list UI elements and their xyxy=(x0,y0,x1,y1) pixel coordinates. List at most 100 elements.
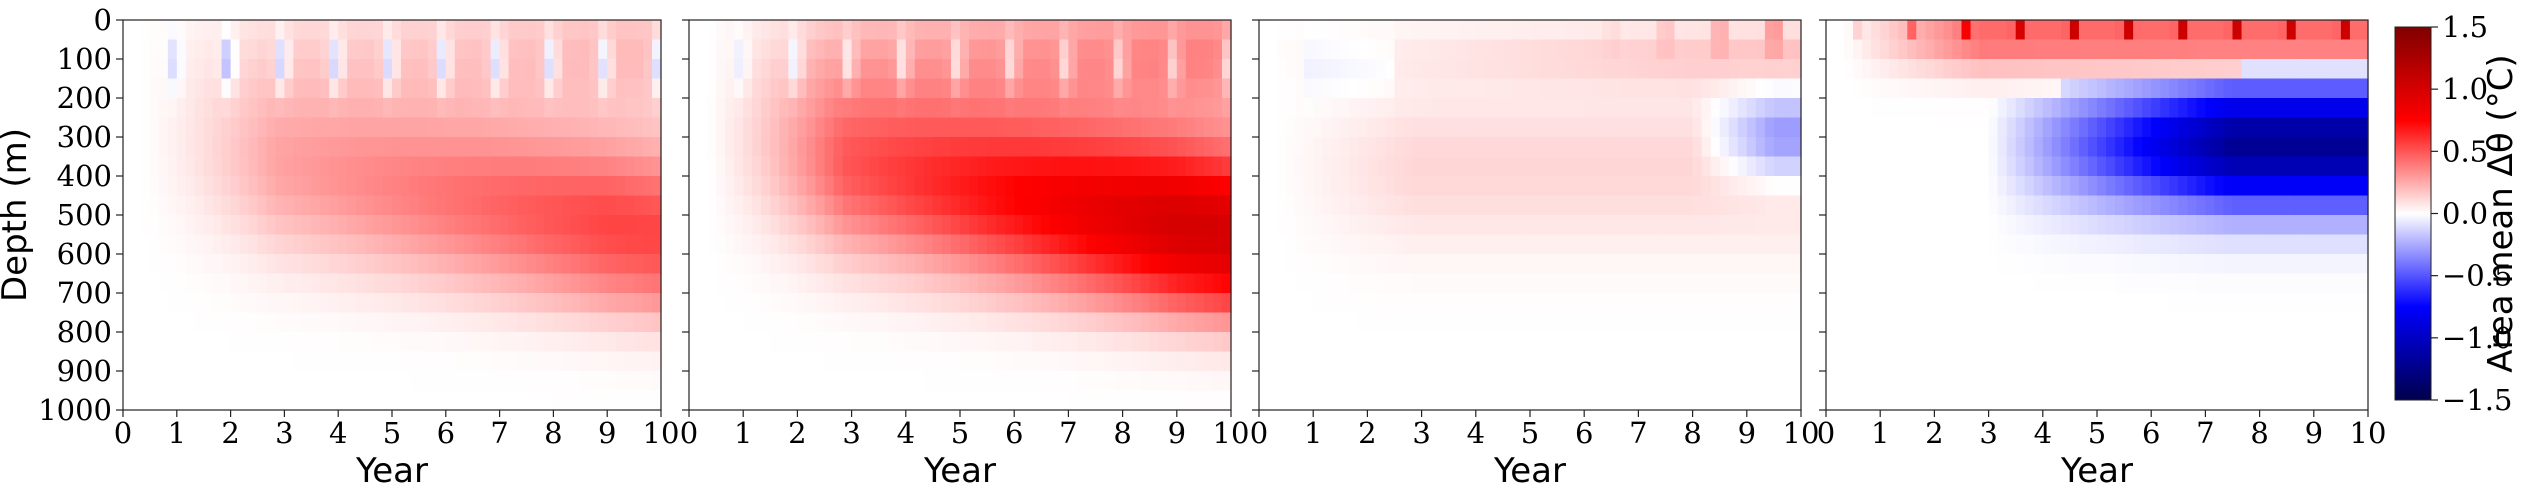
heatmap-cell xyxy=(707,390,717,411)
heatmap-cell xyxy=(869,78,880,99)
heatmap-cell xyxy=(131,156,142,177)
heatmap-cell xyxy=(2033,156,2044,177)
heatmap-cell xyxy=(284,117,294,138)
heatmap-cell xyxy=(149,176,160,197)
heatmap-cell xyxy=(365,390,375,411)
heatmap-cell xyxy=(2133,332,2143,353)
heatmap-cell xyxy=(1113,78,1124,99)
heatmap-cell xyxy=(734,117,744,138)
heatmap-cell xyxy=(562,59,572,80)
heatmap-cell xyxy=(1934,156,1945,177)
heatmap-cell xyxy=(1970,312,1981,333)
heatmap-cell xyxy=(1394,195,1405,216)
heatmap-cell xyxy=(716,176,726,197)
heatmap-cell xyxy=(905,390,916,411)
heatmap-cell xyxy=(779,59,789,80)
heatmap-cell xyxy=(2340,39,2351,60)
heatmap-cell xyxy=(1557,371,1567,392)
heatmap-cell xyxy=(2196,137,2206,158)
heatmap-cell xyxy=(1448,39,1459,60)
heatmap-cell xyxy=(860,351,871,372)
heatmap-cell xyxy=(1979,390,1990,411)
heatmap-cell xyxy=(248,176,259,197)
heatmap-cell xyxy=(1221,176,1232,197)
heatmap-cell xyxy=(221,117,232,138)
heatmap-cell xyxy=(1077,156,1088,177)
heatmap-cell xyxy=(1755,39,1766,60)
heatmap-cell xyxy=(230,332,241,353)
heatmap-cell xyxy=(526,98,537,119)
heatmap-cell xyxy=(230,312,241,333)
heatmap-cell xyxy=(1358,351,1368,372)
heatmap-cell xyxy=(1194,59,1205,80)
heatmap-cell xyxy=(2187,351,2197,372)
heatmap-cell xyxy=(176,195,187,216)
heatmap-cell xyxy=(1077,117,1088,138)
heatmap-cell xyxy=(779,332,789,353)
heatmap-cell xyxy=(1548,98,1558,119)
heatmap-cell xyxy=(2223,176,2234,197)
heatmap-cell xyxy=(571,117,581,138)
heatmap-cell xyxy=(1041,117,1051,138)
heatmap-cell xyxy=(427,332,438,353)
heatmap-cell xyxy=(1086,156,1097,177)
heatmap-cell xyxy=(978,176,988,197)
heatmap-cell xyxy=(221,156,232,177)
heatmap-cell xyxy=(1014,78,1024,99)
heatmap-cell xyxy=(436,234,447,255)
heatmap-cell xyxy=(383,234,393,255)
heatmap-cell xyxy=(1331,293,1341,314)
heatmap-cell xyxy=(1349,137,1359,158)
heatmap-cell xyxy=(140,39,151,60)
heatmap-cell xyxy=(1475,332,1486,353)
heatmap-cell xyxy=(248,293,259,314)
heatmap-cell xyxy=(987,98,997,119)
heatmap-cell xyxy=(2097,332,2107,353)
heatmap-cell xyxy=(1086,234,1097,255)
heatmap-cell xyxy=(302,351,312,372)
heatmap-cell xyxy=(553,98,563,119)
heatmap-cell xyxy=(553,20,563,41)
heatmap-cell xyxy=(1068,215,1079,236)
heatmap-cell xyxy=(996,195,1006,216)
heatmap-cell xyxy=(2250,215,2261,236)
heatmap-cell xyxy=(338,156,348,177)
heatmap-cell xyxy=(1340,390,1350,411)
heatmap-cell xyxy=(2187,293,2197,314)
heatmap-cell xyxy=(1943,371,1954,392)
heatmap-cell xyxy=(643,234,653,255)
heatmap-cell xyxy=(1358,137,1368,158)
heatmap-cell xyxy=(1907,273,1917,294)
heatmap-cell xyxy=(167,234,178,255)
heatmap-cell xyxy=(1349,254,1359,275)
heatmap-cell xyxy=(266,98,277,119)
heatmap-cell xyxy=(257,20,268,41)
heatmap-cell xyxy=(833,156,844,177)
heatmap-cell xyxy=(2006,20,2017,41)
heatmap-cell xyxy=(2060,332,2071,353)
heatmap-cell xyxy=(1701,78,1712,99)
heatmap-cell xyxy=(1925,293,1935,314)
heatmap-cell xyxy=(2214,312,2225,333)
heatmap-cell xyxy=(2250,78,2261,99)
heatmap-cell xyxy=(616,234,626,255)
heatmap-cell xyxy=(1952,254,1963,275)
heatmap-cell xyxy=(230,273,241,294)
heatmap-cell xyxy=(689,156,699,177)
heatmap-cell xyxy=(2313,39,2324,60)
heatmap-cell xyxy=(374,20,384,41)
heatmap-cell xyxy=(347,351,357,372)
heatmap-cell xyxy=(311,390,321,411)
heatmap-cell xyxy=(932,371,943,392)
heatmap-cell xyxy=(1791,312,1802,333)
heatmap-cell xyxy=(2097,98,2107,119)
heatmap-cell xyxy=(1014,137,1024,158)
heatmap-cell xyxy=(293,215,303,236)
heatmap-cell xyxy=(941,59,952,80)
heatmap-cell xyxy=(2295,20,2306,41)
heatmap-cell xyxy=(1979,351,1990,372)
heatmap-cell xyxy=(725,137,735,158)
heatmap-cell xyxy=(1539,98,1549,119)
heatmap-cell xyxy=(2015,215,2026,236)
heatmap-cell xyxy=(1925,234,1935,255)
